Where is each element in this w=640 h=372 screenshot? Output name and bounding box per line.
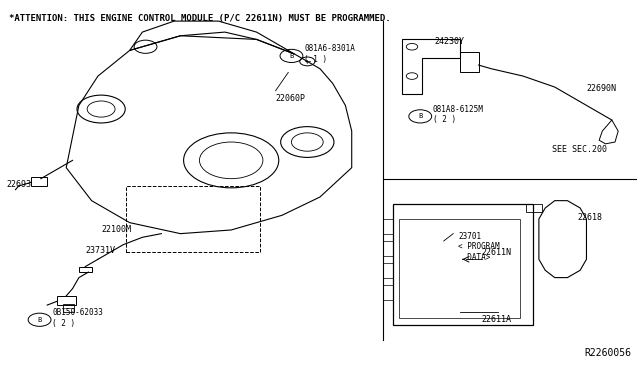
Text: 22618: 22618	[577, 213, 602, 222]
Text: 081A6-8301A
( 1 ): 081A6-8301A ( 1 )	[304, 44, 355, 64]
Bar	[383, 241, 393, 256]
Text: 0B150-62033
( 2 ): 0B150-62033 ( 2 )	[52, 308, 103, 328]
Bar	[63, 304, 74, 312]
Text: 22690N: 22690N	[586, 84, 616, 93]
Bar	[57, 296, 76, 305]
Text: B: B	[289, 53, 294, 59]
Text: 22611A: 22611A	[482, 315, 512, 324]
Text: *ATTENTION: THIS ENGINE CONTROL MODULE (P/C 22611N) MUST BE PROGRAMMED.: *ATTENTION: THIS ENGINE CONTROL MODULE (…	[9, 14, 391, 23]
Text: SEE SEC.200: SEE SEC.200	[552, 145, 607, 154]
Bar	[383, 219, 393, 234]
Text: 22611N: 22611N	[482, 248, 512, 257]
Text: B: B	[38, 317, 42, 323]
Text: 23731V: 23731V	[85, 246, 115, 254]
Text: B: B	[418, 113, 422, 119]
Bar	[383, 285, 393, 299]
Bar	[460, 52, 479, 73]
Bar	[526, 203, 542, 212]
Text: 23701
< PROGRAM
  DATA>: 23701 < PROGRAM DATA>	[458, 232, 500, 262]
Text: 24230Y: 24230Y	[434, 37, 464, 46]
Text: R2260056: R2260056	[584, 348, 631, 358]
Bar	[31, 177, 47, 186]
Text: 22100M: 22100M	[101, 225, 131, 234]
Bar	[79, 267, 92, 272]
Text: 22693: 22693	[6, 180, 31, 189]
Text: 22060P: 22060P	[276, 93, 305, 103]
Text: 081A8-6125M
( 2 ): 081A8-6125M ( 2 )	[433, 105, 484, 124]
Bar	[383, 263, 393, 278]
